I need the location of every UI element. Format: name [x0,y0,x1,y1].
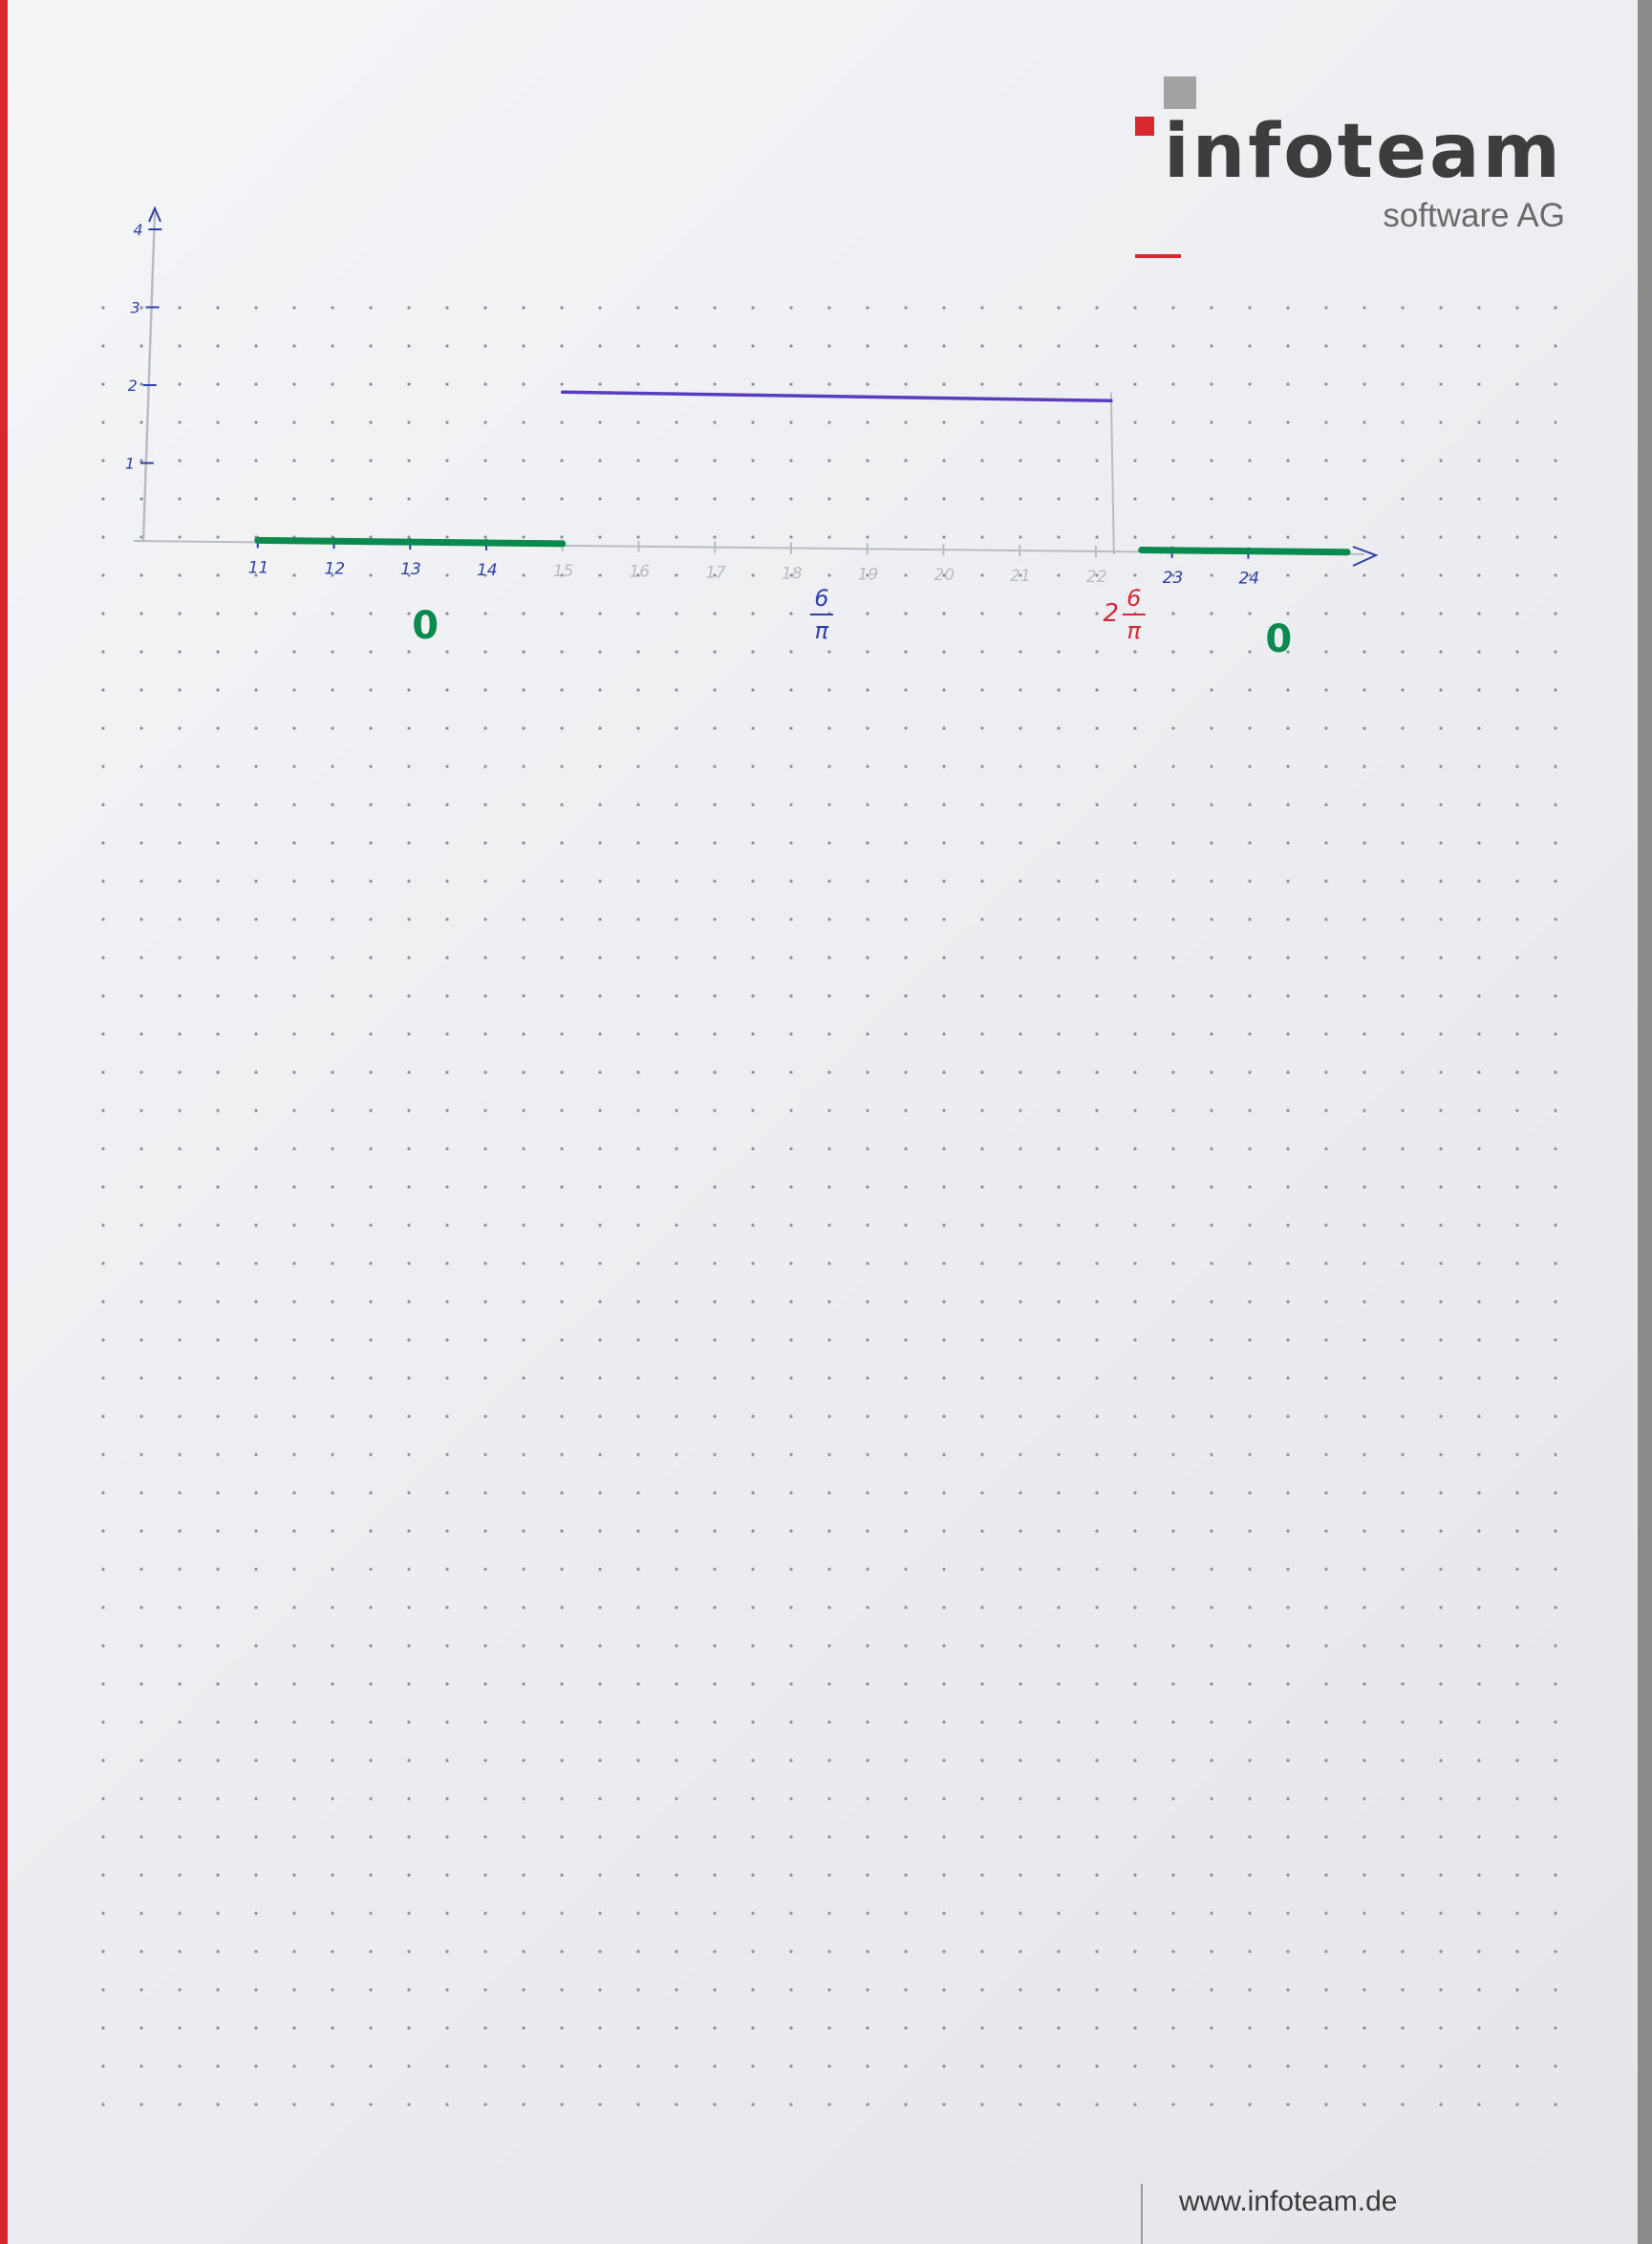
x-tick-label-19: 19 [858,565,879,584]
y-tick-label-3: 3 [131,299,140,317]
annotation-3: 26 π [1104,585,1146,644]
footer-website: www.infoteam.de [1179,2186,1398,2217]
annotation-1: 0 [412,604,439,648]
x-tick-label-16: 16 [629,563,650,582]
logo-red-dash [1135,254,1181,258]
annotation-denominator: π [1127,617,1142,644]
annotation-2: 6π [809,585,833,644]
y-axis-arrowhead-icon [148,205,161,223]
annotation-numerator: 6 [1126,585,1141,612]
annotation-denominator: π [815,617,829,644]
y-axis-line [141,211,157,542]
x-tick-label-18: 18 [782,564,803,583]
annotation-numerator: 6 [814,585,828,612]
x-tick-label-12: 12 [324,559,345,578]
x-tick-label-23: 23 [1163,569,1184,588]
annotation-prefix: 2 [1104,599,1120,628]
x-axis-arrowhead-icon [1352,546,1379,567]
footer-divider [1141,2184,1143,2244]
annotation-zero-label: 0 [1265,617,1292,661]
y-tick-label-4: 4 [133,221,142,239]
x-tick-label-22: 22 [1086,568,1107,587]
infoteam-logo: infoteam software AG [1135,76,1575,268]
dot-grid-dots [101,306,1557,2106]
y-tick-label-1: 1 [125,455,135,473]
x-tick-label-11: 11 [248,558,269,577]
x-tick-label-21: 21 [1010,567,1031,586]
annotation-4: 0 [1265,617,1292,661]
logo-grey-square-icon [1164,76,1196,109]
x-tick-label-20: 20 [933,566,955,585]
red-edge-strip [0,0,8,2244]
step-down-guide [1109,392,1115,555]
series-segment-2 [560,390,1113,403]
x-tick-label-24: 24 [1238,570,1259,589]
dot-grid-notepad-sheet: infoteam software AG 1 2 3 4 11 12 13 14 15 16 17 1… [8,0,1638,2244]
dot-grid [101,306,1557,2106]
x-tick-label-15: 15 [553,562,574,581]
x-tick-label-17: 17 [705,564,726,583]
y-tick-label-2: 2 [128,377,138,395]
logo-red-square-icon [1135,117,1154,136]
logo-tagline: software AG [1383,197,1565,234]
logo-wordmark: infoteam [1164,109,1563,195]
annotation-zero-label: 0 [412,604,439,648]
x-tick-label-13: 13 [400,560,421,579]
x-tick-label-14: 14 [477,561,498,580]
series-segment-1 [254,536,567,548]
series-segment-3 [1138,547,1351,556]
